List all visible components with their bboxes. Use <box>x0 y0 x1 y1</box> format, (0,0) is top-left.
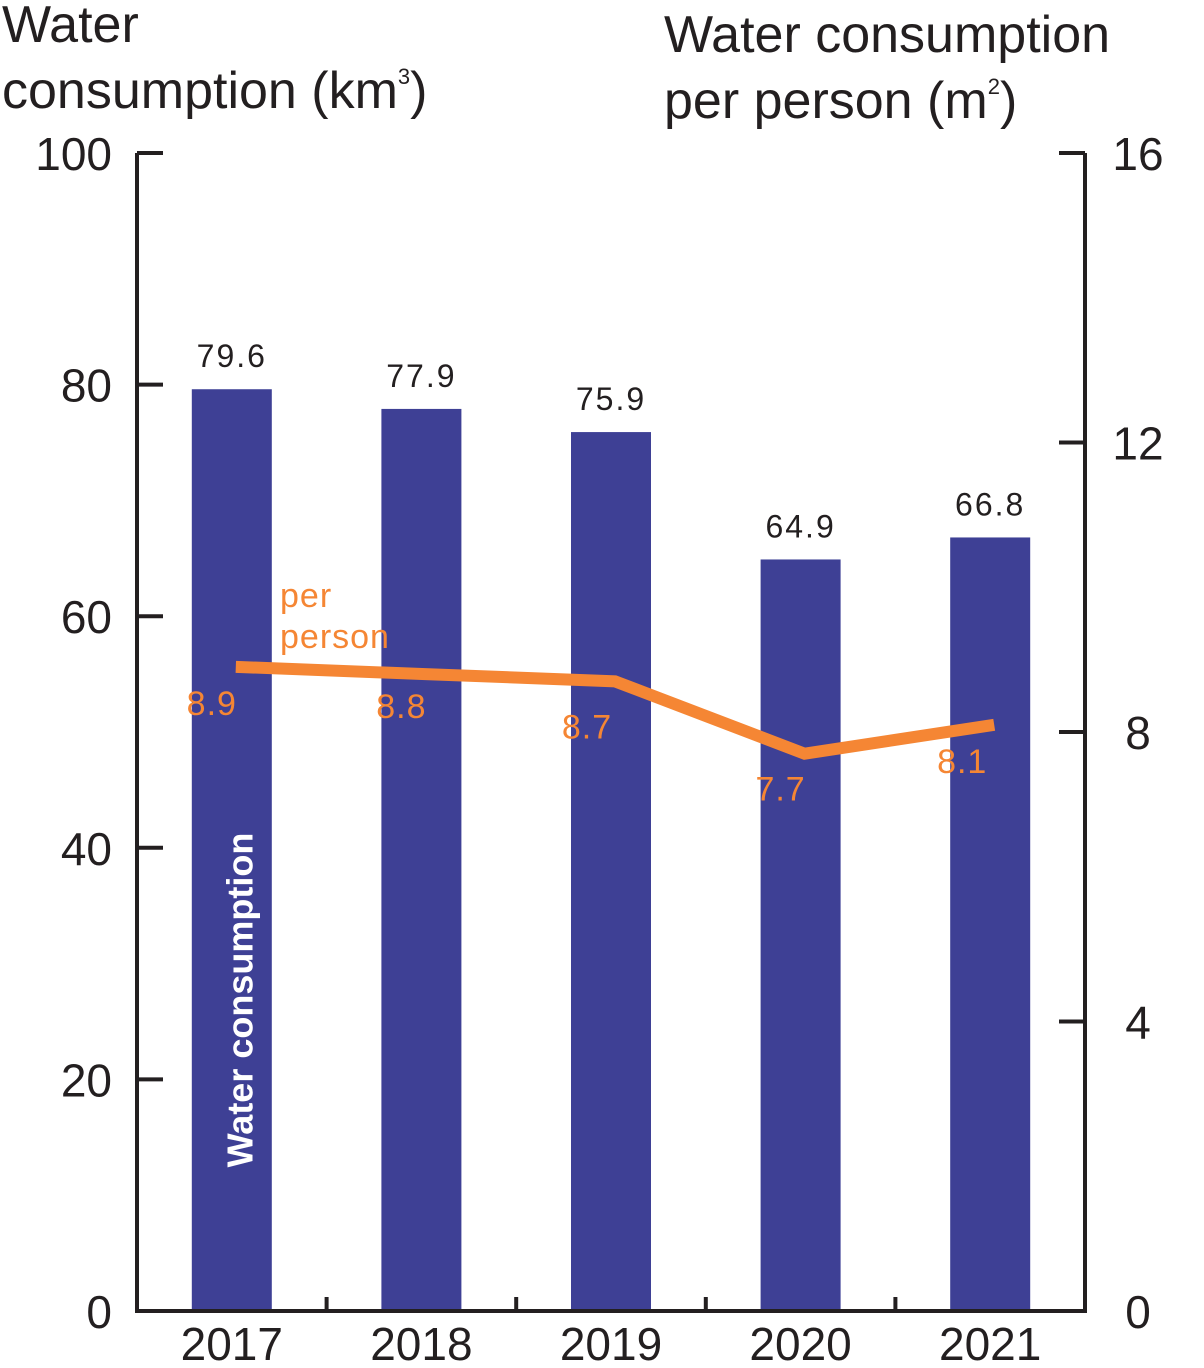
left-tick-label-40: 40 <box>61 823 112 875</box>
left-axis-title-sup: 3 <box>398 64 410 89</box>
line-value-label-2017: 8.9 <box>187 685 237 723</box>
right-tick-label-0: 0 <box>1125 1286 1151 1338</box>
x-tick-label-2019: 2019 <box>560 1318 662 1368</box>
left-tick-label-20: 20 <box>61 1054 112 1106</box>
x-tick-label-2017: 2017 <box>181 1318 283 1368</box>
left-tick-label-100: 100 <box>35 128 112 180</box>
right-tick-label-16: 16 <box>1112 128 1163 180</box>
bar-2020 <box>760 559 841 1311</box>
bar-value-label-2017: 79.6 <box>197 338 267 374</box>
line-series-label-line1: per <box>280 577 332 615</box>
left-tick-label-60: 60 <box>61 591 112 643</box>
plot-area: 79.6 77.9 75.9 64.9 66.8 0 20 40 60 80 100 0 4 8 12 16 2… <box>35 128 1163 1368</box>
bar-series-label: Water consumption <box>220 833 261 1168</box>
right-axis-title-sup: 2 <box>988 74 1000 99</box>
bar-2018 <box>381 408 462 1312</box>
right-axis-title-line1: Water consumption <box>664 6 1110 64</box>
line-value-label-2018: 8.8 <box>376 688 426 726</box>
line-value-label-2019: 8.7 <box>562 708 612 746</box>
right-axis-title-line2: per person (m2) <box>664 72 1017 130</box>
bar-2017 <box>191 389 272 1311</box>
bar-value-label-2019: 75.9 <box>576 381 646 417</box>
left-axis-title-main: consumption (km <box>2 62 398 120</box>
line-value-label-2021: 8.1 <box>937 743 987 781</box>
line-value-label-2020: 7.7 <box>755 771 805 809</box>
right-axis-title-main: per person (m <box>664 72 988 130</box>
left-axis-title-line1: Water <box>2 0 139 54</box>
x-tick-label-2018: 2018 <box>370 1318 472 1368</box>
line-series-label-line2: person <box>280 618 390 656</box>
bar-value-label-2020: 64.9 <box>765 508 835 544</box>
x-tick-label-2020: 2020 <box>749 1318 851 1368</box>
right-tick-label-12: 12 <box>1112 418 1163 470</box>
right-tick-label-8: 8 <box>1125 707 1151 759</box>
left-tick-label-0: 0 <box>86 1286 112 1338</box>
right-axis-title-end: ) <box>1000 72 1017 130</box>
per-person-line <box>235 660 996 760</box>
left-axis-title-end: ) <box>410 62 427 120</box>
bar-value-label-2018: 77.9 <box>386 358 456 394</box>
left-tick-label-80: 80 <box>61 360 112 412</box>
x-tick-label-2021: 2021 <box>939 1318 1041 1368</box>
bar-value-label-2021: 66.8 <box>955 486 1025 522</box>
bar-2019 <box>571 432 651 1311</box>
left-axis-title-line2: consumption (km3) <box>2 62 428 120</box>
bar-2021 <box>950 537 1031 1311</box>
right-tick-label-4: 4 <box>1125 997 1151 1049</box>
